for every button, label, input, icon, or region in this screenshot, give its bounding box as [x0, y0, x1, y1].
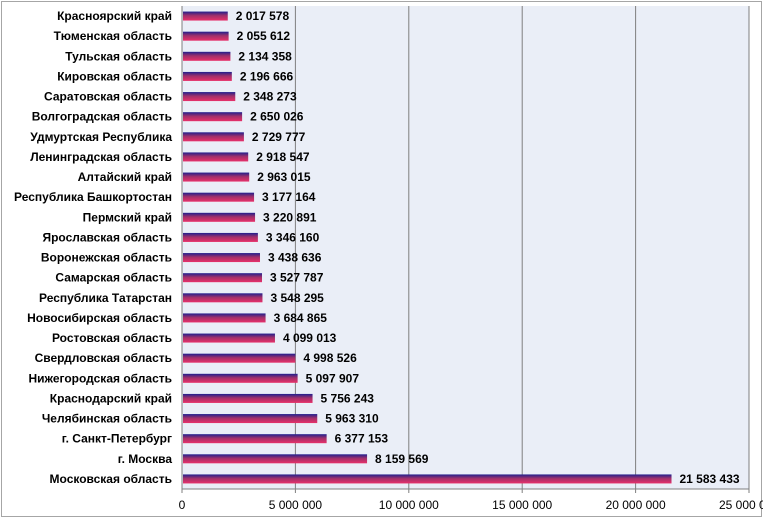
bar	[183, 192, 255, 202]
data-label: 2 134 358	[238, 49, 292, 63]
x-tick-label: 20 000 000	[606, 498, 666, 512]
data-label: 5 097 907	[306, 371, 360, 385]
bar	[183, 414, 318, 424]
category-label: Воронежская область	[41, 251, 172, 265]
category-label: Удмуртская Республика	[30, 130, 172, 144]
bar	[183, 313, 266, 323]
data-label: 2 348 273	[243, 90, 297, 104]
bar	[183, 71, 232, 81]
data-label: 5 963 310	[325, 412, 379, 426]
data-label: 2 017 578	[236, 9, 290, 23]
gridlines	[181, 6, 750, 493]
data-label: 2 650 026	[250, 110, 304, 124]
category-label: Республика Башкортостан	[14, 190, 172, 204]
category-label: Кировская область	[57, 69, 172, 83]
category-label: Челябинская область	[42, 412, 172, 426]
x-tick-label: 15 000 000	[492, 498, 552, 512]
bar	[183, 172, 250, 182]
data-label: 2 196 666	[240, 69, 294, 83]
data-label: 2 055 612	[237, 29, 291, 43]
bar	[183, 474, 672, 484]
data-label: 4 998 526	[303, 351, 357, 365]
bar	[183, 393, 313, 403]
bar	[183, 11, 228, 21]
category-label: Волгоградская область	[32, 110, 172, 124]
category-label: Красноярский край	[57, 9, 172, 23]
bar	[183, 293, 263, 303]
data-label: 3 527 787	[270, 271, 324, 285]
category-label: г. Москва	[118, 452, 173, 466]
category-label: Тюменская область	[54, 29, 172, 43]
data-label: 5 756 243	[321, 391, 375, 405]
x-tick-label: 5 000 000	[269, 498, 323, 512]
data-label: 6 377 153	[335, 432, 389, 446]
category-label: Свердловская область	[35, 351, 172, 365]
data-label: 4 099 013	[283, 331, 337, 345]
data-label: 3 177 164	[262, 190, 316, 204]
bar	[183, 273, 263, 283]
bars	[183, 11, 672, 484]
bar	[183, 132, 244, 142]
data-label: 8 159 569	[375, 452, 429, 466]
category-label: Новосибирская область	[27, 311, 172, 325]
bar	[183, 333, 275, 343]
bar	[183, 51, 231, 61]
x-tick-label: 25 000 000	[719, 498, 763, 512]
bar	[183, 253, 260, 263]
data-labels: 2 017 578 2 055 612 2 134 358 2 196 666 2 34…	[236, 9, 740, 486]
category-label: Ленинградская область	[30, 150, 172, 164]
category-label: Пермский край	[83, 210, 172, 224]
category-label: Тульская область	[65, 49, 172, 63]
x-axis-tick-labels: 0 5 000 000 10 000 000 15 000 000 20 000 000…	[179, 498, 763, 512]
bar	[183, 92, 236, 102]
category-label: Самарская область	[55, 271, 172, 285]
category-label: Алтайский край	[78, 170, 172, 184]
bar	[183, 373, 298, 383]
data-label: 2 729 777	[252, 130, 306, 144]
x-tick-label: 0	[179, 498, 186, 512]
bar	[183, 232, 258, 242]
category-label: Ярославская область	[42, 230, 172, 244]
bar	[183, 434, 327, 444]
category-label: Республика Татарстан	[39, 291, 172, 305]
data-label: 3 684 865	[274, 311, 328, 325]
category-labels: Красноярский край Тюменская область Тульск…	[14, 9, 172, 486]
data-label: 2 963 015	[257, 170, 311, 184]
category-label: Краснодарский край	[50, 391, 172, 405]
bar	[183, 353, 296, 363]
category-label: Московская область	[50, 472, 172, 486]
bar	[183, 454, 368, 464]
data-label: 3 548 295	[270, 291, 324, 305]
plot-area	[182, 6, 749, 489]
data-label: 3 438 636	[268, 251, 322, 265]
data-label: 2 918 547	[256, 150, 310, 164]
category-label: г. Санкт-Петербург	[62, 432, 172, 446]
bar	[183, 112, 243, 122]
category-label: Саратовская область	[44, 90, 172, 104]
data-label: 21 583 433	[680, 472, 740, 486]
data-label: 3 220 891	[263, 210, 317, 224]
x-tick-label: 10 000 000	[379, 498, 439, 512]
bar	[183, 31, 229, 41]
data-label: 3 346 160	[266, 230, 320, 244]
category-label: Нижегородская область	[28, 371, 172, 385]
bar	[183, 152, 249, 162]
bar	[183, 212, 256, 222]
category-label: Ростовская область	[52, 331, 172, 345]
